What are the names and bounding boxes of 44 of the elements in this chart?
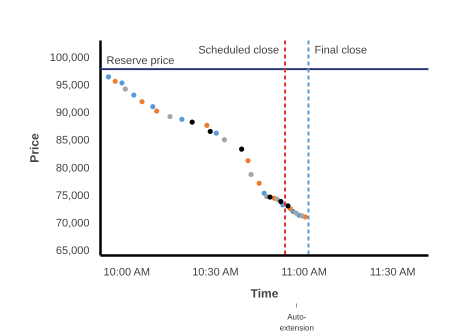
- point: [299, 213, 305, 218]
- y-tick-label: 100,000: [50, 52, 90, 64]
- point: [293, 210, 299, 216]
- y-tick-label: 65,000: [56, 244, 90, 257]
- y-tick-label: 80,000: [56, 162, 90, 174]
- y-tick-label: 95,000: [56, 80, 90, 92]
- point: [245, 158, 251, 164]
- point: [285, 203, 291, 208]
- point: [139, 99, 145, 104]
- point: [131, 92, 136, 98]
- point: [119, 80, 125, 86]
- point: [150, 104, 156, 110]
- point: [267, 194, 273, 200]
- point: [167, 114, 173, 120]
- point: [214, 130, 219, 136]
- ref-line-label: Scheduled close: [198, 44, 280, 56]
- text: Auto-extension: [280, 312, 314, 332]
- y-tick-label: 90,000: [56, 107, 90, 120]
- x-axis-title: Time: [250, 286, 279, 300]
- y-tick-label: 85,000: [56, 134, 90, 147]
- x-tick-label: 11:30 AM: [370, 266, 416, 278]
- ref-line-label: Reserve price: [106, 55, 174, 68]
- y-tick-label: 75,000: [56, 190, 90, 202]
- ref-line-label: Final close: [314, 44, 368, 56]
- point: [278, 198, 284, 204]
- point: [222, 137, 228, 142]
- y-axis-title: Price: [28, 132, 42, 163]
- point: [248, 172, 254, 178]
- point: [112, 78, 118, 84]
- y-tick-label: 70,000: [56, 217, 90, 230]
- point: [274, 196, 280, 202]
- point: [239, 146, 244, 152]
- point: [106, 74, 112, 80]
- point: [190, 119, 195, 125]
- x-tick-label: 10:30 AM: [192, 266, 239, 278]
- point: [204, 122, 210, 128]
- point: [179, 116, 184, 122]
- x-tick-label: 11:00 AM: [281, 266, 327, 278]
- point: [154, 108, 160, 114]
- point: [122, 86, 128, 92]
- point: [208, 128, 213, 134]
- point: [256, 180, 262, 186]
- x-tick-label: 10:00 AM: [104, 266, 150, 278]
- point: [262, 190, 267, 196]
